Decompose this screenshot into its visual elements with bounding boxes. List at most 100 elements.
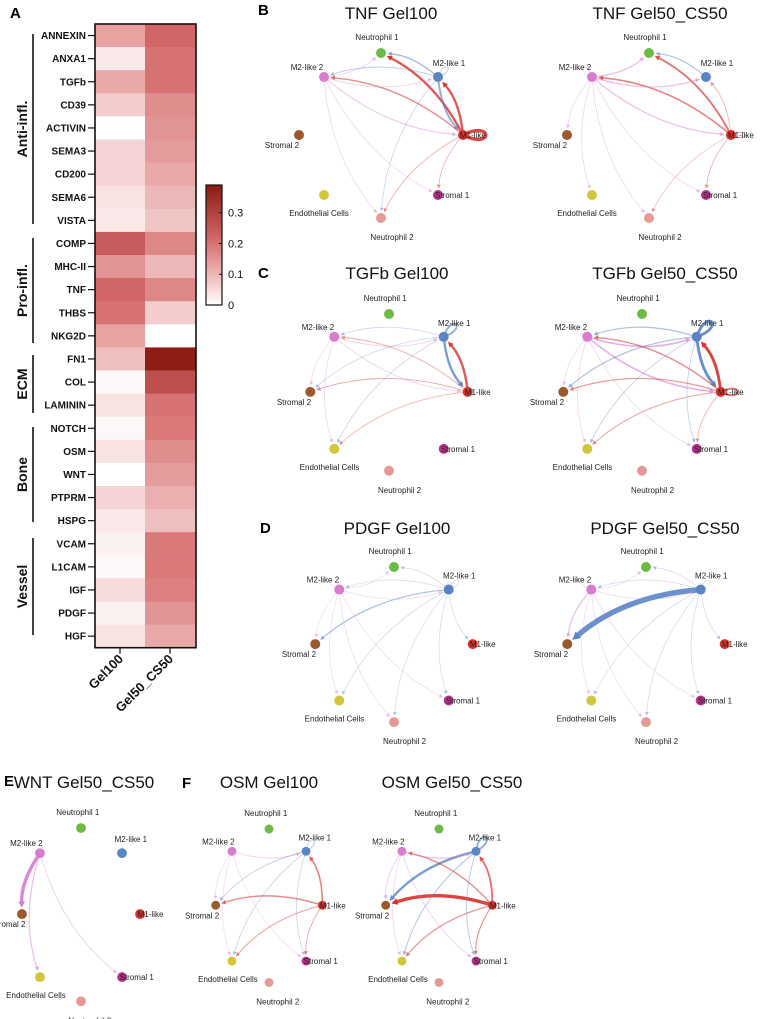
edge-m21-to-m22 xyxy=(596,326,698,338)
edge-m22-to-endo xyxy=(577,336,588,440)
edge-m21-to-s1 xyxy=(686,336,698,440)
node-m21 xyxy=(438,331,449,342)
edge-m22-to-n2 xyxy=(338,589,388,715)
node-m22 xyxy=(397,846,407,856)
edge-m22-to-n1 xyxy=(591,59,642,78)
node-label: M2-like 2 xyxy=(559,576,592,585)
edge-arrowhead xyxy=(345,584,350,589)
edge-arrowhead xyxy=(235,952,241,957)
node-m21 xyxy=(117,848,127,859)
edges xyxy=(383,835,494,958)
heatmap-cell xyxy=(95,185,146,210)
edge-arrowhead xyxy=(18,901,25,908)
edges xyxy=(323,51,488,214)
edge-arrowhead xyxy=(213,895,218,900)
node-m22 xyxy=(35,848,45,859)
edge-m1-to-s1 xyxy=(305,904,323,952)
node-label: M1-like xyxy=(138,910,164,919)
edge-m22-to-s2 xyxy=(310,336,335,383)
edge-m21-to-s2 xyxy=(570,336,698,386)
heatmap-cell xyxy=(145,347,197,371)
row-label: L1CAM xyxy=(52,562,86,573)
edge-m22-to-s2 xyxy=(385,850,403,896)
edge-arrowhead xyxy=(639,57,645,62)
edge-arrowhead xyxy=(655,51,660,57)
edge-arrowhead xyxy=(467,953,472,958)
edges xyxy=(562,319,739,446)
heatmap-cell xyxy=(145,555,197,579)
heatmap-cell xyxy=(145,509,197,533)
node-label: M2-like 1 xyxy=(433,59,466,68)
edge-m1-to-m21 xyxy=(712,84,732,136)
edge-arrowhead xyxy=(592,440,597,445)
edge-arrowhead xyxy=(704,184,709,189)
node-label: Neutrophil 1 xyxy=(56,808,100,817)
node-endo xyxy=(397,956,407,966)
edge-m1-to-endo xyxy=(594,391,722,443)
edge-m1-to-m21 xyxy=(481,859,494,907)
heatmap-cell xyxy=(145,624,197,649)
edge-m22-to-s2 xyxy=(567,76,593,126)
self-loop-edge xyxy=(720,387,739,397)
edge-m22-to-s1 xyxy=(231,851,299,956)
edge-m21-to-n2 xyxy=(394,589,450,713)
heatmap-cell xyxy=(145,301,197,325)
edge-m21-to-n1 xyxy=(659,53,707,78)
colorbar-tick-label: 0.2 xyxy=(228,238,243,250)
edge-m1-to-n1 xyxy=(390,57,465,137)
edge-arrowhead xyxy=(320,635,325,640)
row-label: ANNEXIN xyxy=(41,31,86,42)
edge-arrowhead xyxy=(457,389,462,394)
edge-m1-to-m21 xyxy=(311,859,324,907)
edge-m21-to-n2 xyxy=(381,76,439,209)
edge-arrowhead xyxy=(436,184,441,189)
row-label: FN1 xyxy=(67,354,86,365)
edge-arrowhead xyxy=(696,188,701,192)
heatmap-cell xyxy=(95,70,146,94)
edge-arrowhead xyxy=(566,633,571,638)
panel-title: PDGF Gel50_CS50 xyxy=(590,519,739,538)
edge-arrowhead xyxy=(644,711,649,716)
panel-title: WNT Gel50_CS50 xyxy=(14,773,154,792)
edge-m21-to-s1 xyxy=(465,850,477,953)
node-label: M1-like xyxy=(470,640,496,649)
row-label: VISTA xyxy=(57,216,86,227)
node-label: Endothelial Cells xyxy=(300,463,360,472)
edge-m1-to-m22 xyxy=(602,77,732,136)
edge-m22-to-s2 xyxy=(563,336,588,383)
node-m22 xyxy=(227,846,237,856)
edge-arrowhead xyxy=(337,438,341,444)
node-s2 xyxy=(17,909,27,920)
edge-m22-to-s2 xyxy=(567,588,592,635)
edge-arrowhead xyxy=(384,571,390,576)
heatmap-cell xyxy=(95,486,146,510)
network-panel-osm-gel50-cs50: OSM Gel50_CS50 Neutrophil 1 M2-like 1 M2-li… xyxy=(355,773,522,1006)
node-label: M1-like xyxy=(718,388,744,397)
edge-m21-to-endo xyxy=(595,589,702,692)
edge-m21-to-s1 xyxy=(438,589,450,692)
col-label: Gel100 xyxy=(85,651,126,692)
heatmap-cell xyxy=(145,324,197,348)
edge-arrowhead xyxy=(479,856,485,862)
node-s2 xyxy=(305,386,316,397)
edge-m21-to-s1 xyxy=(690,589,702,692)
edge-arrowhead xyxy=(452,132,457,137)
edges xyxy=(213,839,324,958)
edge-arrowhead xyxy=(709,388,715,394)
heatmap-cell xyxy=(95,555,146,579)
edge-arrowhead xyxy=(598,75,604,81)
heatmap-cell xyxy=(95,208,146,233)
edge-arrowhead xyxy=(383,207,388,213)
edge-arrowhead xyxy=(329,438,334,443)
node-label: M2-like 2 xyxy=(372,837,405,846)
edge-arrowhead xyxy=(457,381,464,388)
edge-m22-to-s1 xyxy=(591,76,698,191)
edge-arrowhead xyxy=(695,78,700,83)
node-label: Neutrophil 2 xyxy=(426,997,470,1006)
edge-m21-to-n1 xyxy=(391,53,439,78)
row-label: CD200 xyxy=(55,170,87,181)
edge-m21-to-m22 xyxy=(600,579,702,590)
node-label: Stromal 2 xyxy=(185,911,220,920)
panel-title: TNF Gel100 xyxy=(345,4,438,23)
node-label: Stromal 1 xyxy=(694,445,729,454)
